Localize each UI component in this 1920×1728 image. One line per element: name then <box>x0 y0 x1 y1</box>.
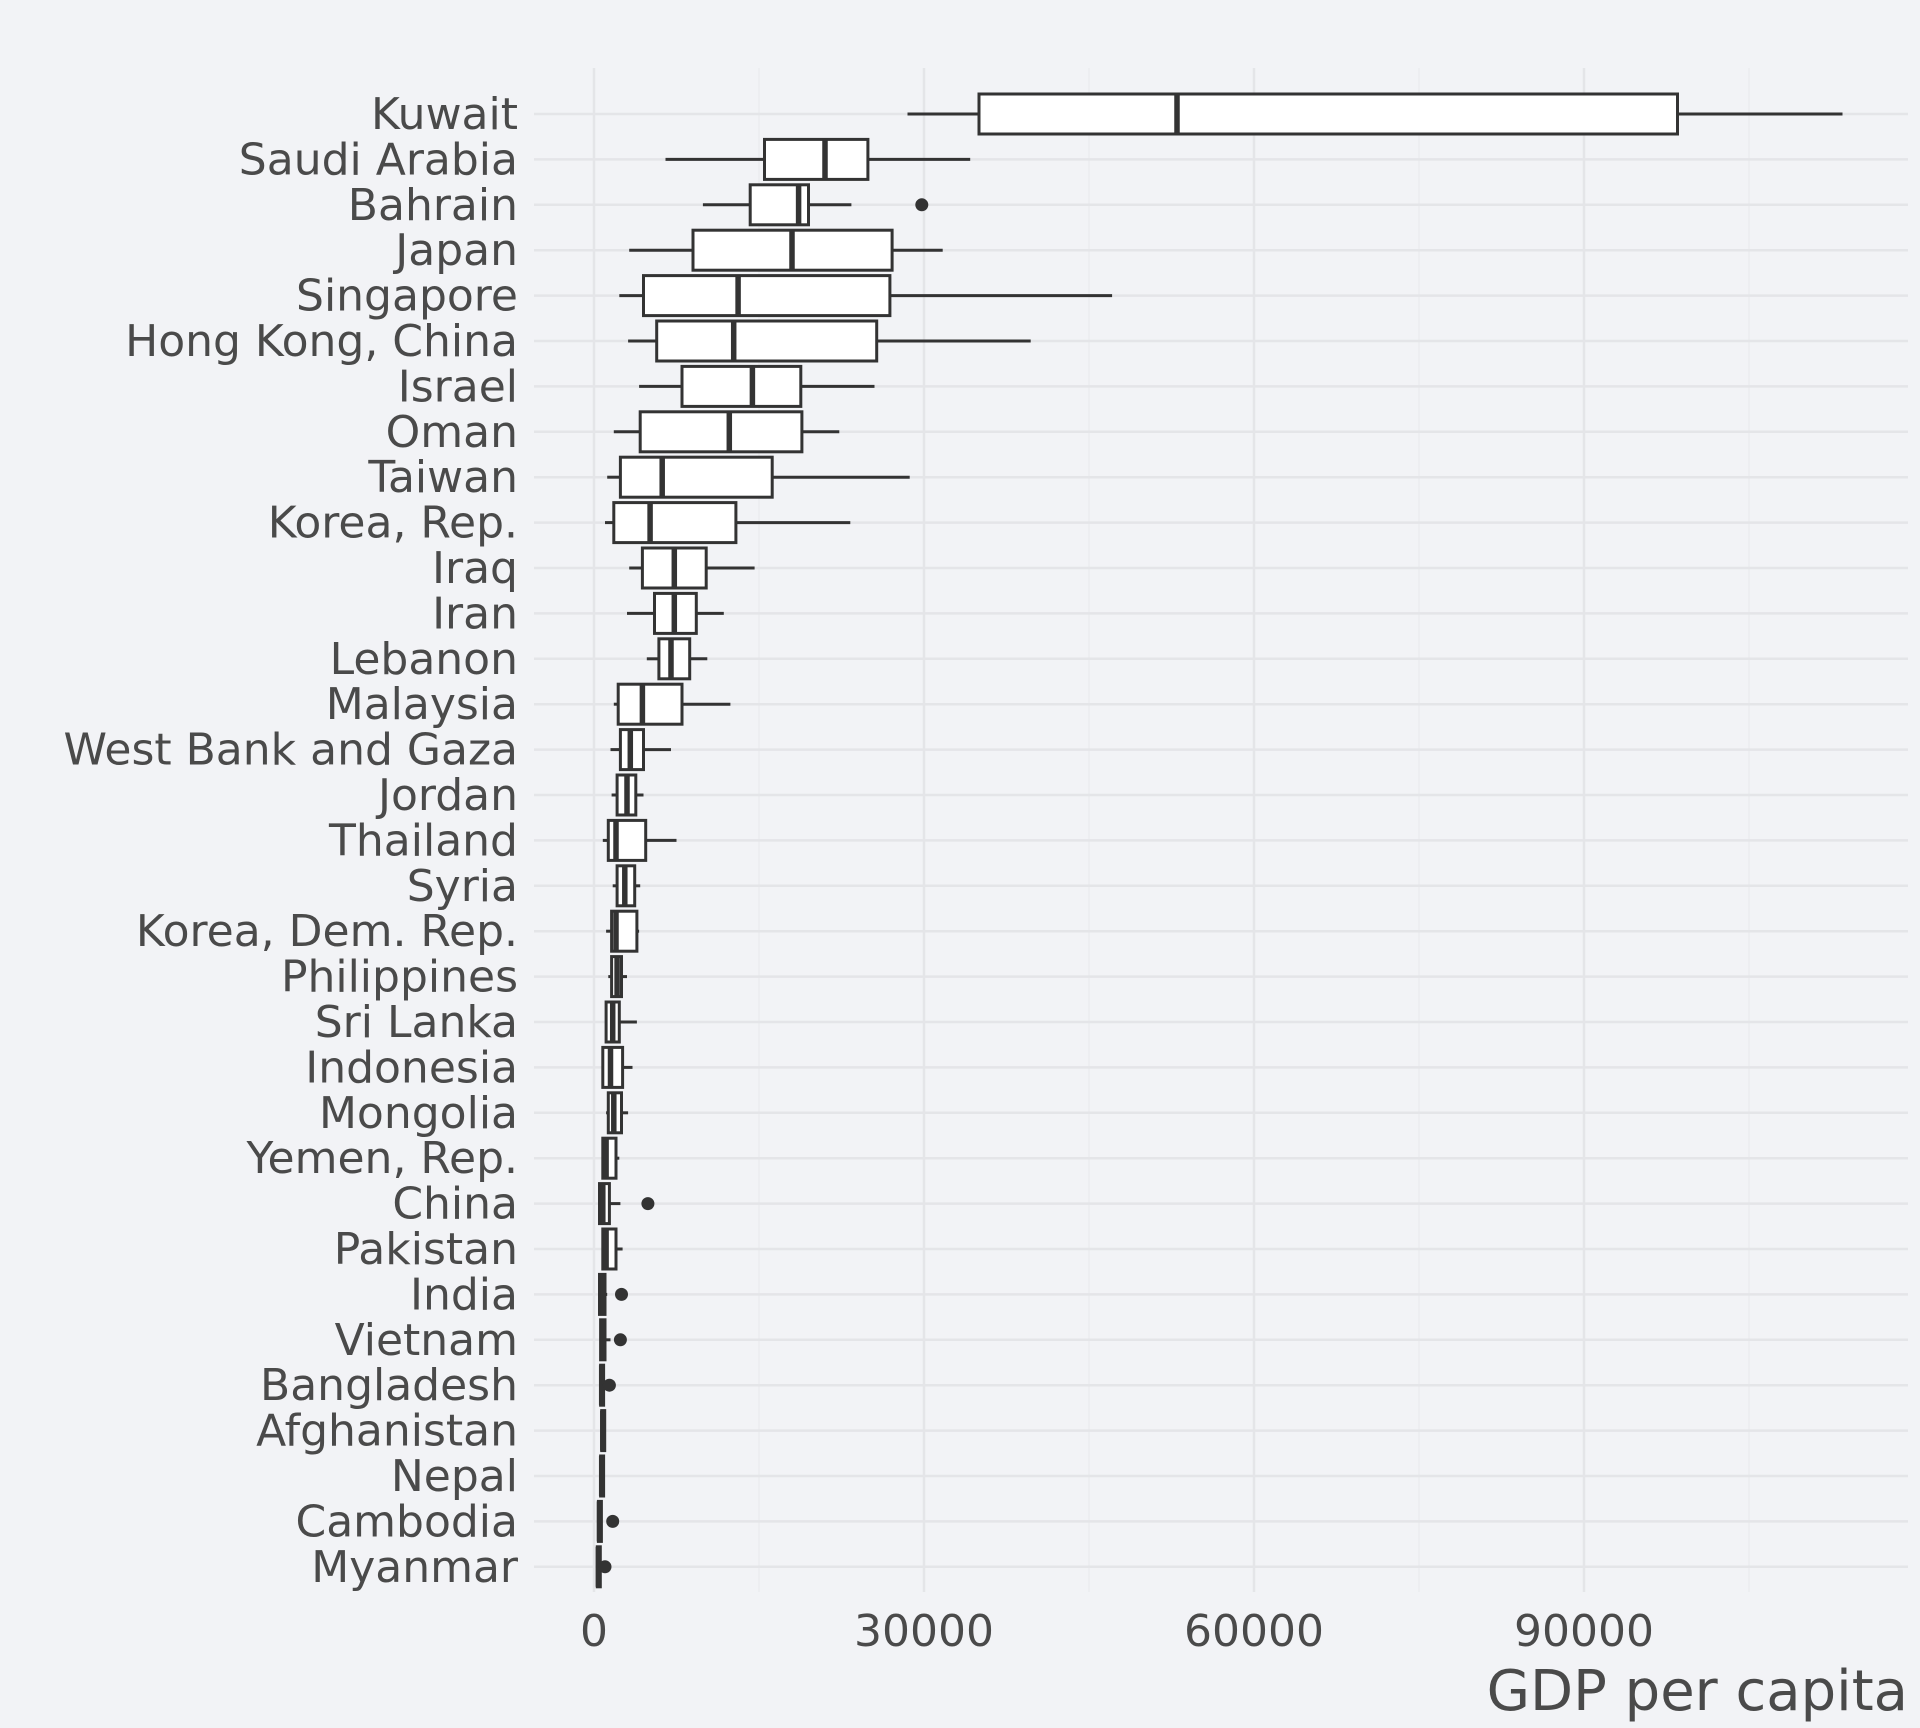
outlier-point <box>606 1514 620 1528</box>
category-label-mongolia: Mongolia <box>319 1088 518 1139</box>
category-label-saudi-arabia: Saudi Arabia <box>239 134 518 185</box>
box-oman <box>613 410 840 454</box>
box-vietnam <box>599 1318 627 1362</box>
category-label-iran: Iran <box>432 588 518 639</box>
category-label-iraq: Iraq <box>432 543 518 594</box>
box-iqr <box>977 92 1679 136</box>
box-afghanistan <box>600 1409 607 1453</box>
category-label-indonesia: Indonesia <box>305 1042 518 1093</box>
category-label-afghanistan: Afghanistan <box>256 1406 518 1457</box>
outlier-point <box>602 1378 616 1392</box>
category-label-malaysia: Malaysia <box>326 679 518 730</box>
x-tick-label: 0 <box>580 1606 608 1657</box>
box-iqr <box>618 455 774 499</box>
category-label-hong-kong-china: Hong Kong, China <box>125 316 518 367</box>
box-iqr <box>642 274 892 318</box>
box-myanmar <box>595 1545 612 1589</box>
category-label-thailand: Thailand <box>328 815 518 866</box>
box-israel <box>639 364 875 408</box>
category-label-bangladesh: Bangladesh <box>260 1360 518 1411</box>
category-label-myanmar: Myanmar <box>311 1542 519 1593</box>
box-china <box>598 1182 655 1226</box>
category-label-taiwan: Taiwan <box>367 452 518 503</box>
box-west-bank-and-gaza <box>610 728 671 772</box>
x-tick-label: 90000 <box>1514 1606 1654 1657</box>
box-hong-kong-china <box>628 319 1031 363</box>
category-label-oman: Oman <box>386 407 518 458</box>
category-label-pakistan: Pakistan <box>334 1224 518 1275</box>
category-label-korea-rep: Korea, Rep. <box>268 498 518 549</box>
box-cambodia <box>596 1499 620 1543</box>
category-label-cambodia: Cambodia <box>295 1496 518 1547</box>
box-iraq <box>629 546 755 590</box>
x-tick-label: 60000 <box>1184 1606 1324 1657</box>
outlier-point <box>613 1333 627 1347</box>
box-indonesia <box>601 1045 633 1089</box>
category-label-syria: Syria <box>407 861 518 912</box>
box-saudi-arabia <box>665 137 971 181</box>
box-philippines <box>608 955 627 999</box>
box-yemen-rep <box>601 1136 620 1180</box>
box-jordan <box>611 773 644 817</box>
category-label-india: India <box>410 1269 518 1320</box>
x-axis-title: GDP per capita <box>1487 1659 1908 1724</box>
box-malaysia <box>613 682 731 726</box>
box-kuwait <box>907 92 1843 136</box>
box-iqr <box>657 637 692 681</box>
category-label-yemen-rep: Yemen, Rep. <box>246 1133 518 1184</box>
category-label-japan: Japan <box>392 225 518 276</box>
category-label-nepal: Nepal <box>391 1451 518 1502</box>
outlier-point <box>598 1560 612 1574</box>
x-tick-label: 30000 <box>854 1606 994 1657</box>
category-label-sri-lanka: Sri Lanka <box>315 997 518 1048</box>
category-label-lebanon: Lebanon <box>330 634 518 685</box>
outlier-point <box>915 198 929 212</box>
box-iqr <box>616 682 684 726</box>
box-iran <box>627 591 724 635</box>
box-bangladesh <box>598 1363 616 1407</box>
box-iqr <box>680 364 803 408</box>
category-label-jordan: Jordan <box>375 770 518 821</box>
box-sri-lanka <box>604 1000 637 1044</box>
box-lebanon <box>646 637 708 681</box>
category-label-korea-dem-rep: Korea, Dem. Rep. <box>136 906 518 957</box>
category-label-philippines: Philippines <box>281 952 518 1003</box>
box-iqr <box>612 501 738 545</box>
box-pakistan <box>601 1227 623 1271</box>
box-korea-dem-rep <box>606 909 640 953</box>
category-label-israel: Israel <box>398 361 518 412</box>
category-label-singapore: Singapore <box>296 271 518 322</box>
box-korea-rep <box>605 501 851 545</box>
box-iqr <box>638 410 804 454</box>
box-japan <box>629 228 943 272</box>
x-axis-ticks: 0 30000 60000 90000 <box>580 1606 1654 1657</box>
outlier-point <box>641 1197 655 1211</box>
boxes <box>595 92 1843 1589</box>
box-bahrain <box>702 183 929 227</box>
box-taiwan <box>607 455 910 499</box>
box-india <box>598 1272 628 1316</box>
category-label-china: China <box>392 1179 518 1230</box>
outlier-point <box>615 1287 628 1301</box>
category-label-bahrain: Bahrain <box>348 180 518 231</box>
box-singapore <box>619 274 1113 318</box>
category-label-kuwait: Kuwait <box>371 89 518 140</box>
box-syria <box>612 864 641 908</box>
box-mongolia <box>606 1091 629 1135</box>
box-thailand <box>602 818 677 862</box>
category-label-west-bank-and-gaza: West Bank and Gaza <box>63 725 518 776</box>
box-iqr <box>763 137 870 181</box>
box-iqr <box>655 319 879 363</box>
category-label-vietnam: Vietnam <box>335 1315 518 1366</box>
box-nepal <box>598 1454 606 1498</box>
